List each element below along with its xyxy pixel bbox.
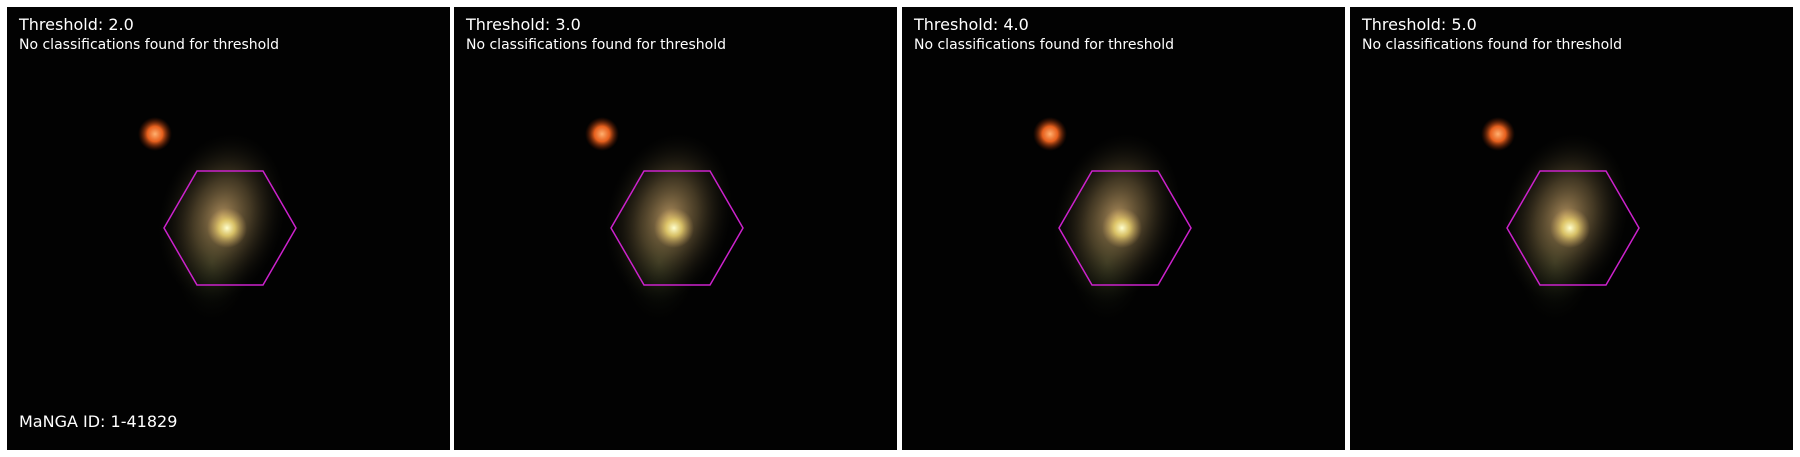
foreground-star bbox=[585, 117, 619, 151]
status-text: No classifications found for threshold bbox=[19, 37, 279, 53]
ifu-hexagon bbox=[1058, 170, 1192, 286]
ifu-hexagon bbox=[163, 170, 297, 286]
threshold-label: Threshold: 2.0 bbox=[19, 15, 134, 34]
threshold-label: Threshold: 5.0 bbox=[1362, 15, 1477, 34]
galaxy-core bbox=[1550, 208, 1590, 248]
status-text: No classifications found for threshold bbox=[1362, 37, 1622, 53]
galaxy-panel-threshold-3: Threshold: 3.0 No classifications found … bbox=[454, 7, 897, 450]
galaxy-panel-threshold-4: Threshold: 4.0 No classifications found … bbox=[902, 7, 1345, 450]
galaxy-core bbox=[1102, 208, 1142, 248]
manga-id-label: MaNGA ID: 1-41829 bbox=[19, 412, 178, 431]
ifu-hexagon bbox=[1506, 170, 1640, 286]
galaxy-panel-threshold-5: Threshold: 5.0 No classifications found … bbox=[1350, 7, 1793, 450]
threshold-label: Threshold: 4.0 bbox=[914, 15, 1029, 34]
status-text: No classifications found for threshold bbox=[466, 37, 726, 53]
status-text: No classifications found for threshold bbox=[914, 37, 1174, 53]
foreground-star bbox=[1481, 117, 1515, 151]
galaxy-image bbox=[1033, 117, 1192, 322]
foreground-star bbox=[1033, 117, 1067, 151]
threshold-label: Threshold: 3.0 bbox=[466, 15, 581, 34]
galaxy-core bbox=[207, 208, 247, 248]
foreground-star bbox=[138, 117, 172, 151]
galaxy-image bbox=[585, 117, 744, 322]
galaxy-core bbox=[654, 208, 694, 248]
galaxy-image bbox=[1481, 117, 1640, 322]
galaxy-image bbox=[138, 117, 297, 322]
galaxy-panel-threshold-2: Threshold: 2.0 No classifications found … bbox=[7, 7, 450, 450]
ifu-hexagon bbox=[610, 170, 744, 286]
